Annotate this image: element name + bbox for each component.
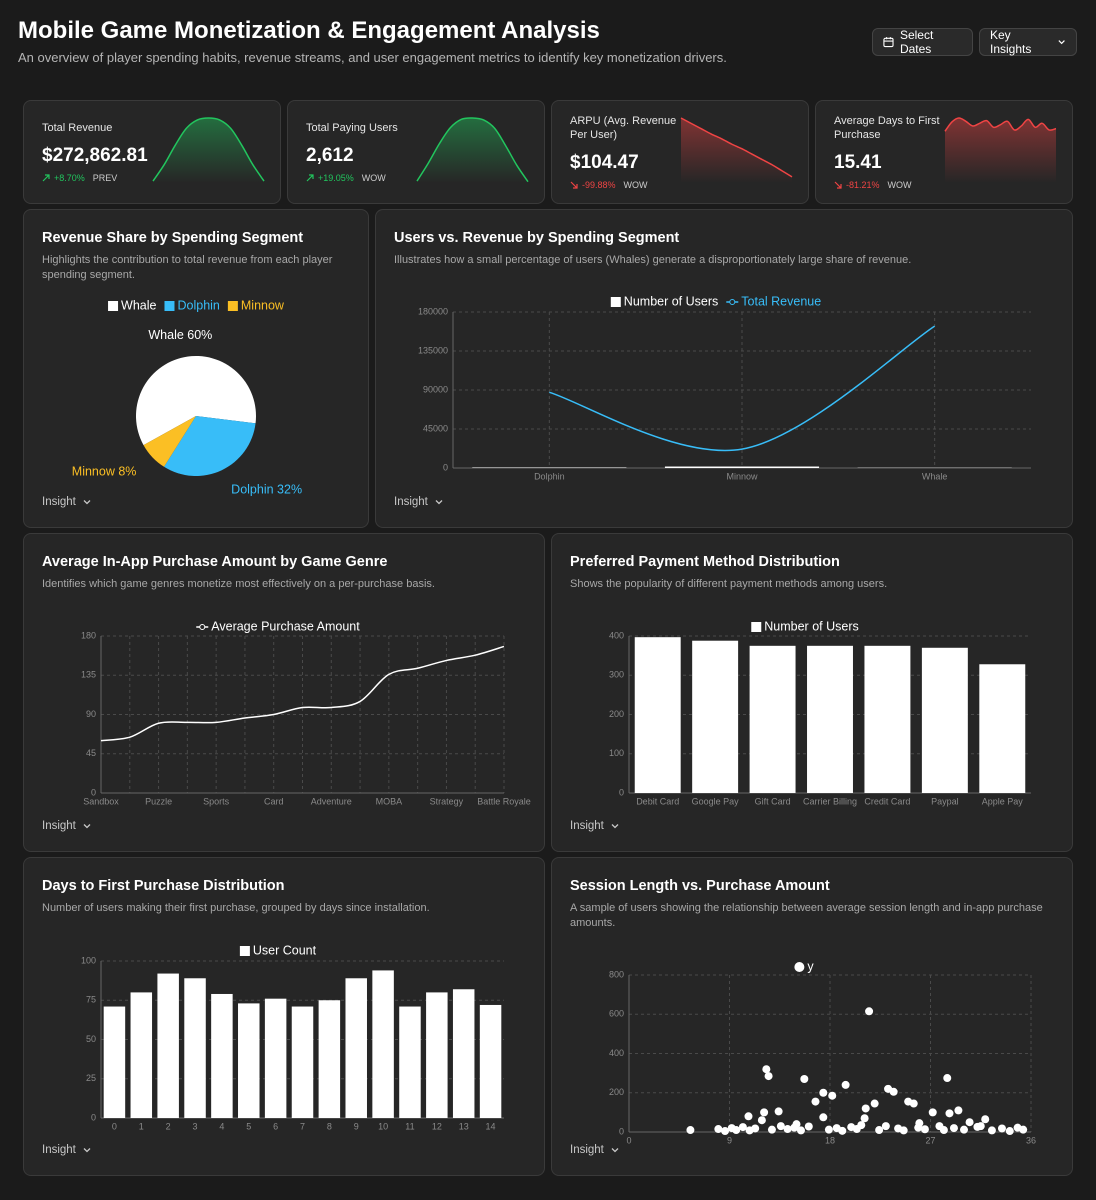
chart-subtitle: Illustrates how a small percentage of us… <box>394 254 912 266</box>
kpi-period: WOW <box>887 180 912 190</box>
chevron-icon <box>435 500 443 505</box>
trend-icon <box>570 181 578 189</box>
chart-subtitle: Shows the popularity of different paymen… <box>570 578 888 590</box>
chart-card: Session Length vs. Purchase Amount A samp… <box>551 857 1073 1176</box>
chart-title: Session Length vs. Purchase Amount <box>570 878 830 894</box>
chart-card: Preferred Payment Method Distribution Sho… <box>551 533 1073 852</box>
page-title: Mobile Game Monetization & Engagement An… <box>18 17 600 44</box>
key-insights-button[interactable]: Key Insights <box>979 28 1077 56</box>
chart-card: Revenue Share by Spending Segment Highlig… <box>23 209 369 528</box>
chart-title: Average In-App Purchase Amount by Game G… <box>42 554 388 570</box>
insight-label: Insight <box>570 820 604 832</box>
kpi-card: Average Days to First Purchase 15.41 -81.2… <box>815 100 1073 204</box>
button-label: Select Dates <box>899 28 934 56</box>
kpi-value: $272,862.81 <box>42 145 148 166</box>
chevron-icon <box>611 1148 619 1153</box>
chart-title: Preferred Payment Method Distribution <box>570 554 840 570</box>
insight-label: Insight <box>42 1144 76 1156</box>
chart-card: Users vs. Revenue by Spending Segment Ill… <box>375 209 1073 528</box>
chart-subtitle: Identifies which game genres monetize mo… <box>42 578 435 590</box>
kpi-card: Total Paying Users 2,612 +19.05% WOW <box>287 100 545 204</box>
insight-toggle[interactable]: Insight <box>394 496 444 508</box>
chart-title: Days to First Purchase Distribution <box>42 878 285 894</box>
insight-toggle[interactable]: Insight <box>570 1144 620 1156</box>
chart-card: Average In-App Purchase Amount by Game G… <box>23 533 545 852</box>
kpi-label: ARPU (Avg. Revenue Per User) <box>570 115 677 141</box>
kpi-card: ARPU (Avg. Revenue Per User) $104.47 -99.8… <box>551 100 809 204</box>
kpi-change: -81.21% WOW <box>834 180 1072 190</box>
kpi-change: +19.05% WOW <box>306 173 544 183</box>
select-dates-button[interactable]: Select Dates <box>872 28 973 56</box>
chart-card: Days to First Purchase Distribution Numbe… <box>23 857 545 1176</box>
calendar-icon <box>883 36 894 48</box>
chart-subtitle: Highlights the contribution to total rev… <box>42 254 333 281</box>
kpi-period: WOW <box>361 173 386 183</box>
kpi-change: -99.88% WOW <box>570 180 808 190</box>
insight-label: Insight <box>394 496 428 508</box>
kpi-value: 15.41 <box>834 152 882 173</box>
chevron-icon <box>1058 40 1065 45</box>
kpi-change-value: -99.88% <box>582 180 616 190</box>
chart-title: Users vs. Revenue by Spending Segment <box>394 230 680 246</box>
kpi-change-value: -81.21% <box>846 180 880 190</box>
button-label: Key Insights <box>990 28 1032 56</box>
insight-toggle[interactable]: Insight <box>42 1144 92 1156</box>
chevron-icon <box>611 824 619 829</box>
chart-subtitle: Number of users making their first purch… <box>42 902 430 914</box>
page-subtitle: An overview of player spending habits, r… <box>18 50 727 65</box>
insight-label: Insight <box>42 496 76 508</box>
insight-label: Insight <box>42 820 76 832</box>
chevron-icon <box>83 500 91 505</box>
kpi-label: Average Days to First Purchase <box>834 115 940 141</box>
kpi-label: Total Paying Users <box>306 122 398 134</box>
kpi-period: WOW <box>623 180 648 190</box>
kpi-change-value: +19.05% <box>318 173 354 183</box>
insight-toggle[interactable]: Insight <box>42 820 92 832</box>
insight-toggle[interactable]: Insight <box>42 496 92 508</box>
insight-toggle[interactable]: Insight <box>570 820 620 832</box>
kpi-change: +8.70% PREV <box>42 173 280 183</box>
kpi-label: Total Revenue <box>42 122 113 134</box>
trend-icon <box>306 174 314 182</box>
insight-label: Insight <box>570 1144 604 1156</box>
chevron-icon <box>83 824 91 829</box>
kpi-period: PREV <box>92 173 118 183</box>
trend-icon <box>834 181 842 189</box>
kpi-change-value: +8.70% <box>54 173 85 183</box>
chart-title: Revenue Share by Spending Segment <box>42 230 304 246</box>
kpi-card: Total Revenue $272,862.81 +8.70% PREV <box>23 100 281 204</box>
chevron-icon <box>83 1148 91 1153</box>
kpi-value: $104.47 <box>570 152 639 173</box>
trend-icon <box>42 174 50 182</box>
kpi-value: 2,612 <box>306 145 354 166</box>
chart-subtitle: A sample of users showing the relationsh… <box>570 902 1043 929</box>
